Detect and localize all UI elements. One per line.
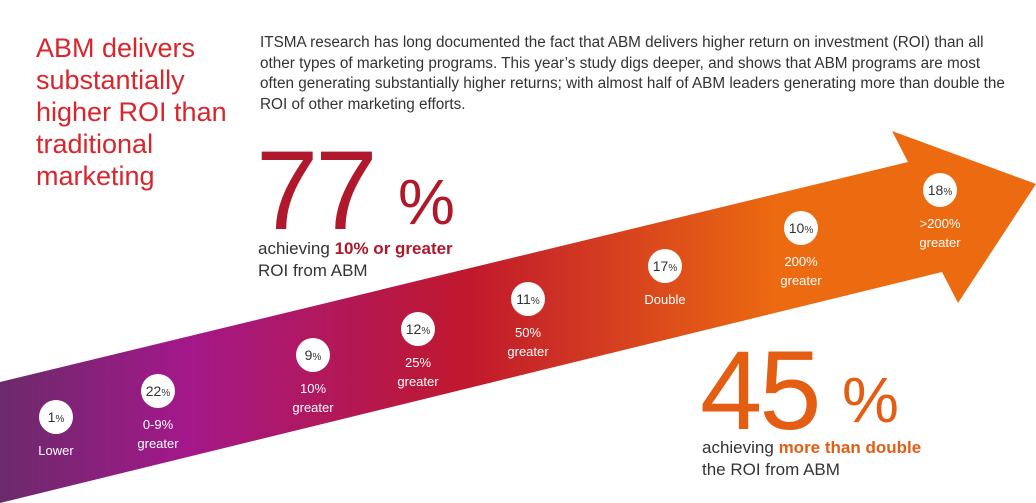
stat-45-highlight: more than double <box>778 438 922 457</box>
stat-77-highlight: 10% or greater <box>334 239 453 258</box>
data-point-label: 200% <box>784 254 818 269</box>
data-point-label: greater <box>507 344 549 359</box>
data-point-label: Double <box>644 292 685 307</box>
data-point-label: 10% <box>300 381 326 396</box>
data-point-label: greater <box>397 374 439 389</box>
stat-77-percent-sign: % <box>398 166 455 238</box>
data-point-label: greater <box>919 235 961 250</box>
data-point-circle <box>401 312 435 346</box>
data-point-circle <box>784 211 818 245</box>
arrow-shape <box>0 131 1036 503</box>
data-point-value: 22% <box>146 383 171 399</box>
data-point-value: 17% <box>653 258 678 274</box>
data-point-circle <box>511 282 545 316</box>
data-point-label: Lower <box>38 443 74 458</box>
data-point-value: 18% <box>928 182 953 198</box>
data-point-label: greater <box>137 436 179 451</box>
stat-45-percent-sign: % <box>842 364 899 436</box>
data-point-value: 12% <box>406 321 431 337</box>
data-point-label: 0-9% <box>143 417 174 432</box>
data-point-6: 17% Double <box>644 249 686 307</box>
data-point-3: 9% 10% greater <box>292 338 334 415</box>
data-point-label: 25% <box>405 355 431 370</box>
stat-77-line2: ROI from ABM <box>258 261 368 280</box>
data-point-7: 10% 200% greater <box>780 211 822 288</box>
data-point-circle <box>141 374 175 408</box>
stat-45-prefix: achieving <box>702 438 779 457</box>
stat-77-description: achieving 10% or greater ROI from ABM <box>258 238 453 282</box>
data-point-circle <box>39 400 73 434</box>
data-point-8: 18% >200% greater <box>919 173 961 250</box>
stat-77-number: 77 <box>256 128 378 253</box>
data-point-value: 1% <box>48 409 65 425</box>
stat-45-description: achieving more than double the ROI from … <box>702 437 921 481</box>
data-point-label: 50% <box>515 325 541 340</box>
data-point-value: 11% <box>516 291 540 307</box>
data-point-circle <box>923 173 957 207</box>
data-point-2: 22% 0-9% greater <box>137 374 179 451</box>
data-point-5: 11% 50% greater <box>507 282 549 359</box>
page-title: ABM delivers substantially higher ROI th… <box>36 33 227 191</box>
data-point-1: 1% Lower <box>38 400 74 458</box>
data-point-circle <box>296 338 330 372</box>
data-point-value: 9% <box>305 347 322 363</box>
data-point-label: greater <box>292 400 334 415</box>
data-point-4: 12% 25% greater <box>397 312 439 389</box>
data-point-value: 10% <box>789 220 814 236</box>
data-point-label: >200% <box>920 216 961 231</box>
intro-paragraph: ITSMA research has long documented the f… <box>260 34 1005 113</box>
stat-77-prefix: achieving <box>258 239 335 258</box>
data-point-circle <box>648 249 682 283</box>
data-point-label: greater <box>780 273 822 288</box>
stat-45-number: 45 <box>700 328 822 453</box>
stat-45-line2: the ROI from ABM <box>702 460 840 479</box>
